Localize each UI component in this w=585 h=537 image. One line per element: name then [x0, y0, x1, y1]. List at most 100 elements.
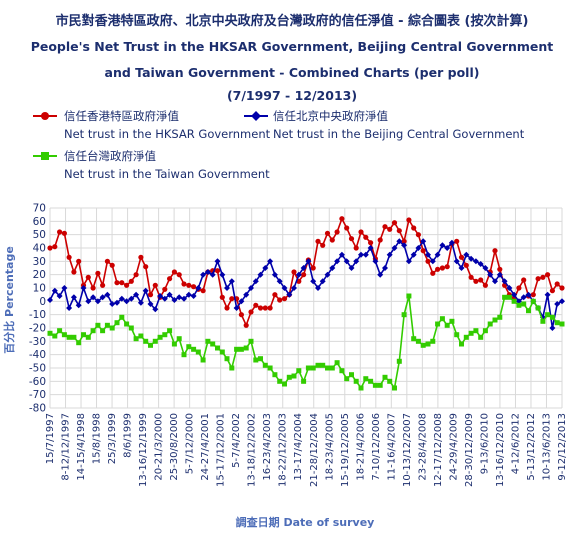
data-point-diamond	[496, 271, 503, 278]
data-point-diamond	[448, 239, 455, 246]
data-point-diamond	[305, 258, 312, 265]
x-tick-label: 9-12/12/2013	[557, 413, 568, 481]
data-point-diamond	[334, 258, 341, 265]
legend-item-beijing: 信任北京中央政府淨值 Net trust in the Beijing Cent…	[244, 109, 525, 141]
data-point-diamond	[219, 271, 226, 278]
data-point-circle	[277, 297, 283, 303]
x-tick-label: 25-30/8/2000	[169, 413, 180, 481]
data-point-circle	[109, 262, 115, 268]
data-point-diamond	[157, 293, 164, 299]
data-point-circle	[224, 305, 230, 311]
data-point-square	[167, 328, 173, 334]
data-point-diamond	[319, 278, 326, 285]
data-point-diamond	[324, 271, 331, 278]
data-point-circle	[267, 305, 273, 311]
data-point-diamond	[190, 293, 197, 299]
x-tick-label: 5-7/12/2000	[185, 413, 196, 474]
data-point-circle	[391, 220, 398, 226]
data-point-square	[382, 374, 388, 380]
series-layer	[47, 216, 565, 391]
y-tick-label: 40	[33, 243, 46, 255]
data-point-square	[291, 373, 297, 379]
data-point-circle	[171, 269, 177, 275]
y-tick-label: 30	[33, 256, 46, 268]
data-point-diamond	[477, 261, 484, 267]
data-point-square	[377, 382, 383, 388]
data-point-square	[478, 334, 484, 340]
data-point-diamond	[176, 294, 183, 301]
x-tick-label: 24-29/4/2009	[448, 413, 459, 481]
data-point-square	[262, 362, 268, 368]
data-point-square	[468, 330, 474, 336]
data-point-square	[296, 368, 302, 374]
data-point-square	[329, 365, 335, 371]
data-point-circle	[535, 276, 541, 282]
data-point-circle	[530, 292, 536, 298]
data-point-square	[401, 312, 407, 318]
x-tick-label: 23-28/4/2008	[417, 413, 428, 481]
y-tick-label: 70	[33, 203, 46, 215]
data-point-circle	[167, 276, 173, 282]
data-point-square	[95, 322, 101, 328]
data-point-circle	[478, 277, 484, 283]
x-tick-label: 10-13/6/2013	[541, 413, 552, 481]
data-point-square	[559, 321, 565, 327]
data-point-diamond	[353, 258, 360, 265]
data-point-square	[90, 328, 96, 334]
x-tick-label: 16-23/4/2003	[262, 413, 273, 481]
data-point-square	[186, 344, 192, 350]
data-point-square	[267, 365, 273, 371]
data-point-diamond	[166, 291, 173, 298]
data-point-square	[473, 328, 479, 334]
data-point-circle	[191, 284, 197, 290]
x-axis-title: 調查日期 Date of survey	[236, 515, 375, 529]
data-point-diamond	[181, 295, 187, 302]
data-point-square	[439, 316, 445, 322]
data-point-diamond	[511, 291, 518, 298]
data-point-circle	[152, 282, 158, 288]
data-point-circle	[545, 272, 551, 278]
data-point-square	[253, 357, 259, 363]
data-point-diamond	[281, 285, 288, 291]
data-point-circle	[358, 229, 364, 235]
data-point-square	[47, 330, 53, 336]
data-point-square	[229, 365, 235, 371]
data-point-square	[506, 294, 512, 300]
legend-taiwan-marker	[41, 152, 49, 160]
data-point-circle	[71, 269, 77, 275]
data-point-circle	[425, 258, 431, 264]
data-point-circle	[114, 280, 120, 286]
y-tick-label: -80	[29, 403, 46, 415]
data-point-square	[315, 362, 321, 368]
data-point-diamond	[243, 291, 250, 298]
data-point-square	[540, 318, 546, 324]
data-point-square	[425, 341, 431, 347]
data-point-square	[406, 293, 412, 299]
data-point-square	[487, 321, 493, 327]
data-point-circle	[200, 288, 206, 294]
data-point-diamond	[195, 285, 202, 291]
data-point-diamond	[458, 265, 465, 271]
data-point-square	[444, 322, 450, 328]
legend-taiwan-label-en: Net trust in the Taiwan Government	[64, 167, 270, 181]
plot-area: 706050403020100-10-20-30-40-50-60-70-80 …	[29, 203, 568, 487]
data-point-circle	[382, 224, 388, 230]
data-point-circle	[128, 278, 134, 284]
data-point-square	[282, 381, 287, 387]
legend: 信任香港特區政府淨值 Net trust in the HKSAR Govern…	[33, 109, 525, 181]
data-point-circle	[368, 240, 374, 246]
y-tick-label: 50	[33, 229, 46, 241]
data-point-square	[133, 336, 139, 342]
data-point-square	[238, 346, 244, 352]
data-point-diamond	[233, 305, 240, 311]
data-point-diamond	[142, 287, 149, 294]
data-point-diamond	[209, 271, 216, 278]
data-point-diamond	[329, 265, 336, 271]
data-point-circle	[272, 292, 278, 298]
data-point-circle	[90, 285, 96, 291]
data-point-circle	[554, 281, 560, 287]
data-point-diamond	[420, 238, 427, 245]
data-point-circle	[186, 282, 192, 288]
